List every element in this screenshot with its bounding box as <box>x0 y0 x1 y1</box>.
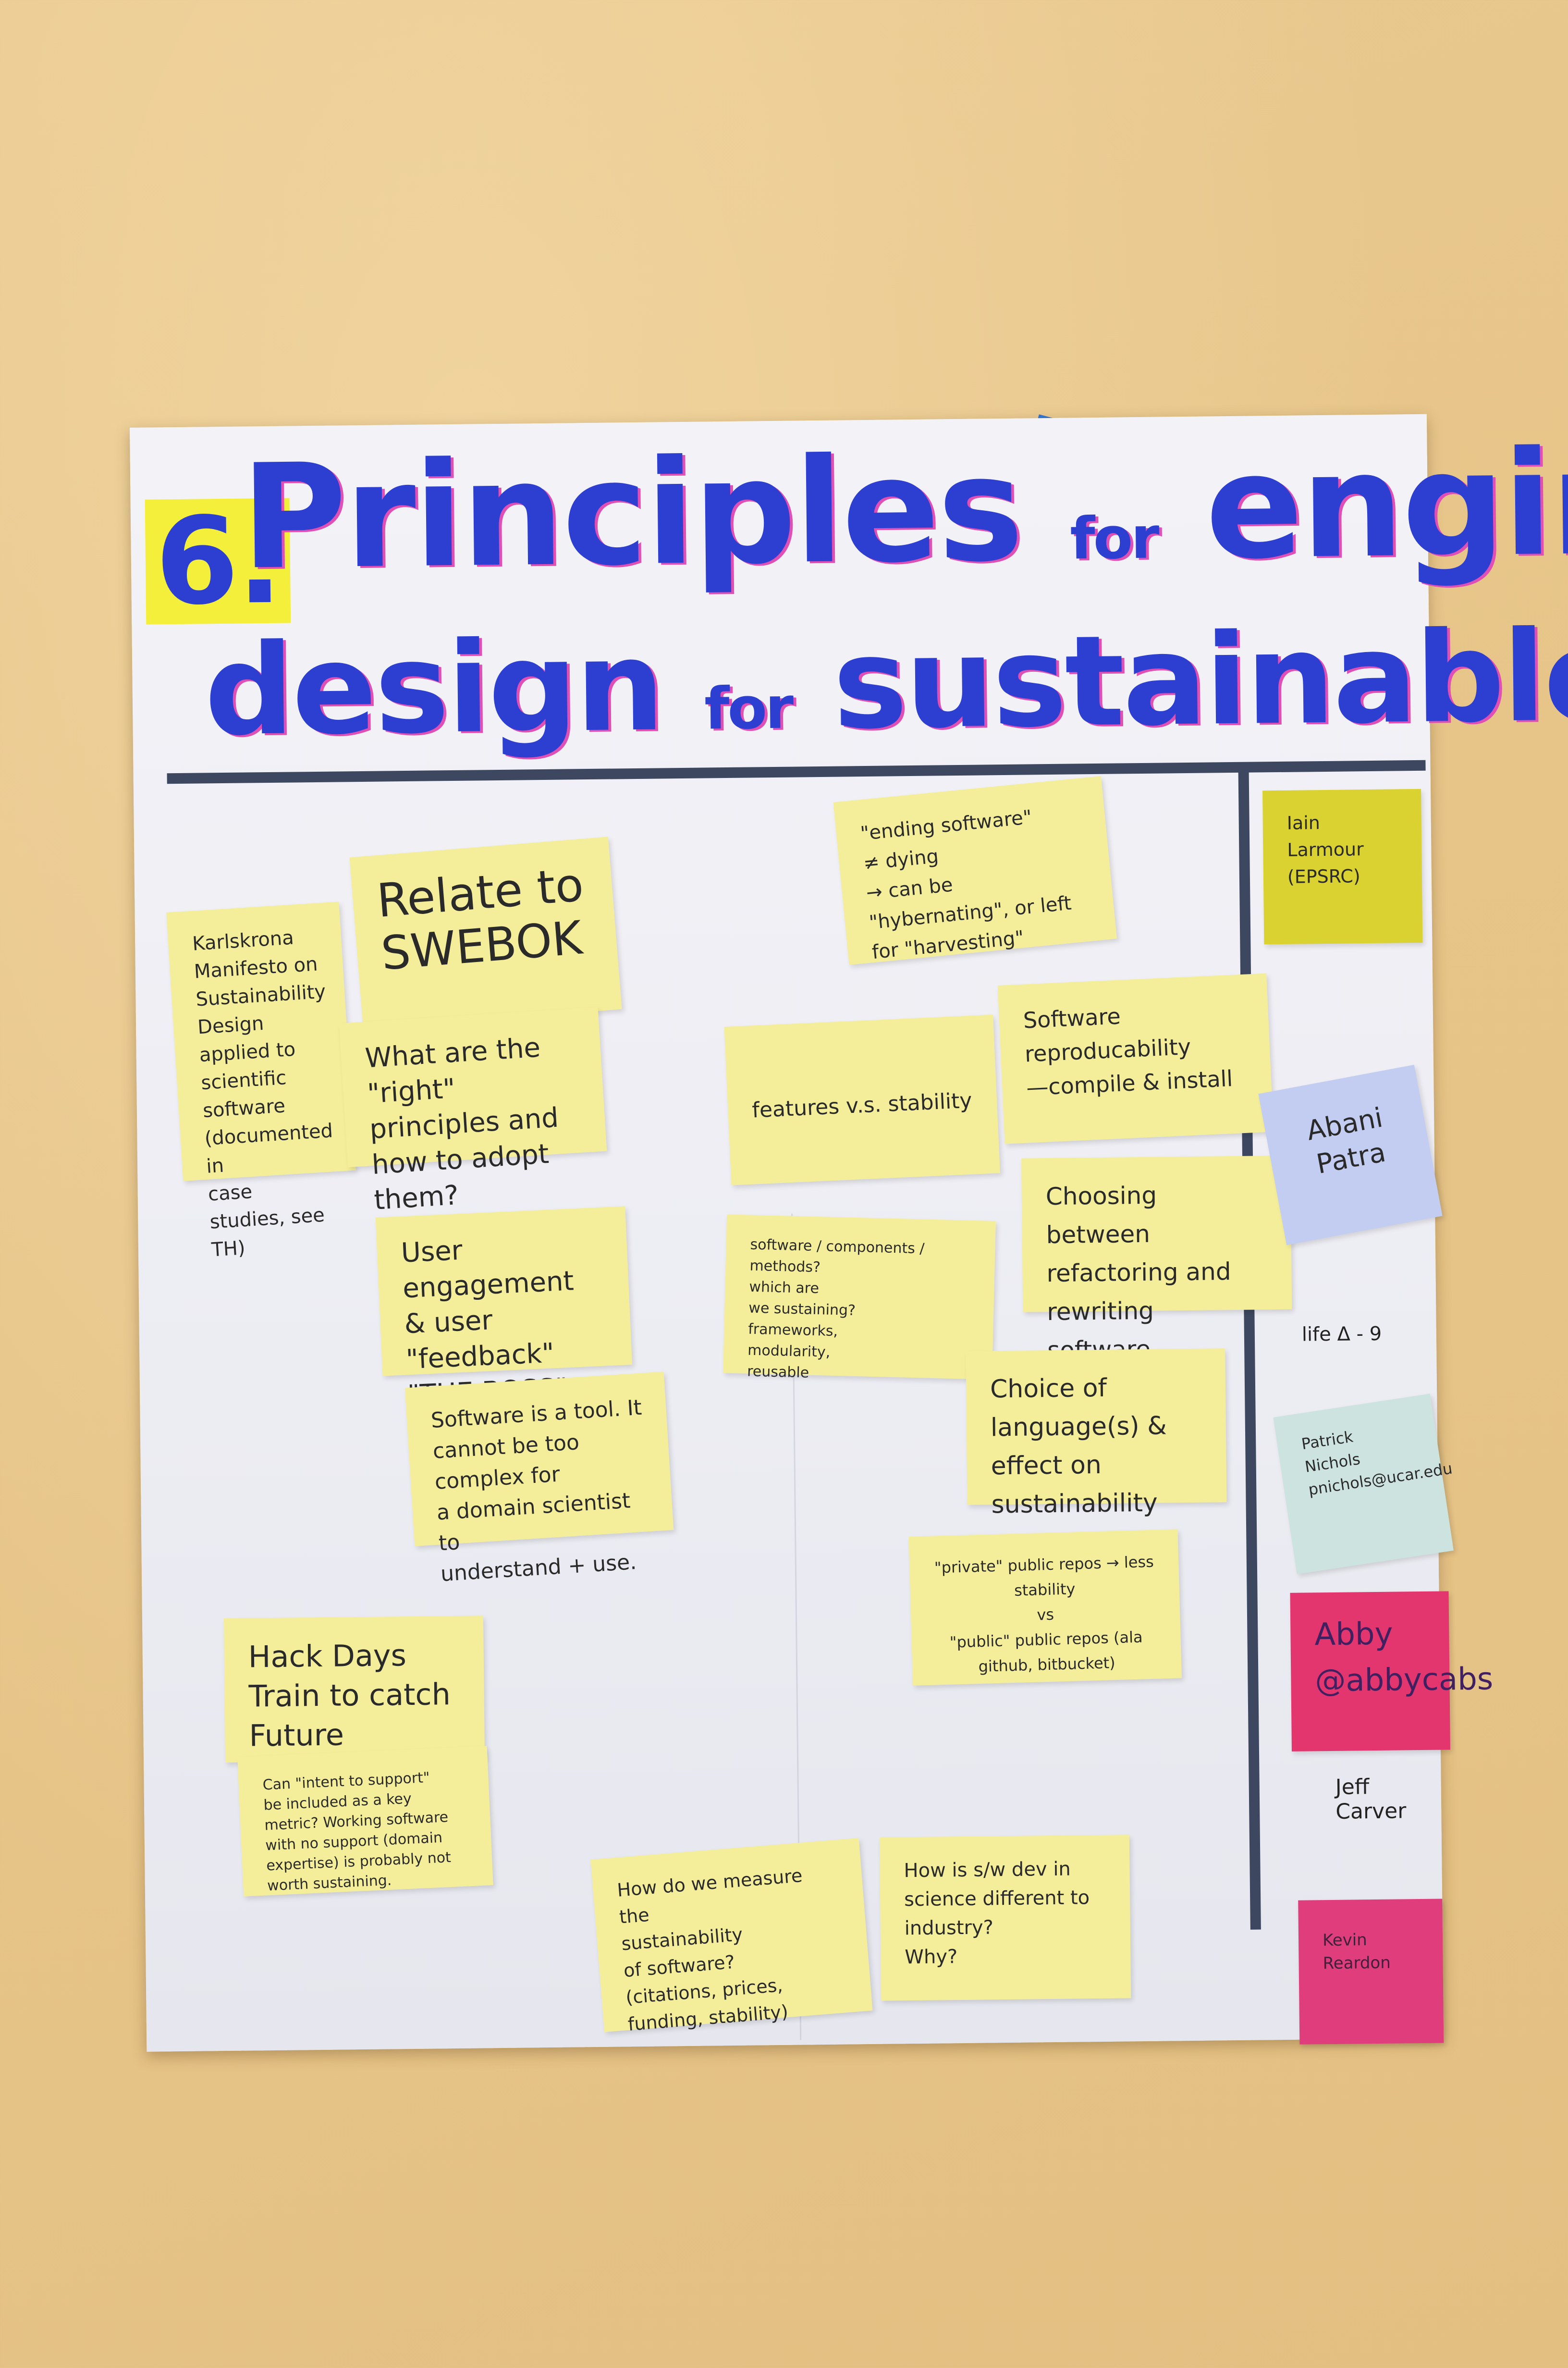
note-sw-dev-science[interactable]: How is s/w dev in science different to i… <box>879 1835 1131 2001</box>
title-word-design: design <box>204 614 663 764</box>
note-ending-software[interactable]: "ending software" ≠ dying → can be "hybe… <box>833 776 1117 965</box>
note-right-principles[interactable]: What are the "right" principles and how … <box>339 1007 607 1216</box>
note-karlskrona[interactable]: Karlskrona Manifesto on Sustainability D… <box>166 901 356 1261</box>
title-word-sustainable-software: sustainable software <box>832 597 1568 757</box>
title-word-for-2: for <box>704 675 792 743</box>
name-note-patrick[interactable]: Patrick Nichols pnichols@ucar.edu <box>1273 1394 1454 1575</box>
note-hack-days[interactable]: Hack Days Train to catch Future Develope… <box>223 1616 485 1793</box>
name-life: life Δ - 9 <box>1301 1322 1382 1346</box>
name-note-iain[interactable]: Iain Larmour (EPSRC) <box>1262 789 1423 945</box>
title-word-principles: Principles <box>240 425 1023 602</box>
name-note-abby[interactable]: Abby @abbycabs <box>1290 1591 1494 1751</box>
note-reproducibility[interactable]: Software reproducability —compile & inst… <box>997 973 1274 1144</box>
name-note-kevin[interactable]: Kevin Reardon <box>1298 1899 1444 2045</box>
name-note-abani[interactable]: Abani Patra <box>1258 1064 1443 1246</box>
note-swebok[interactable]: Relate to SWEBOK <box>349 837 622 1030</box>
note-sustaining[interactable]: software / components / methods? which a… <box>723 1214 996 1381</box>
poster-sheet: 6. Principles for engineering design for… <box>130 414 1568 2052</box>
vertical-divider <box>1238 766 1261 1930</box>
note-intent-support[interactable]: Can "intent to support" be included as a… <box>237 1746 493 1897</box>
note-refactoring[interactable]: Choosing between refactoring and rewriti… <box>1021 1155 1292 1364</box>
note-software-tool[interactable]: Software is a tool. It cannot be too com… <box>404 1371 674 1587</box>
note-measure[interactable]: How do we measure the sustainability of … <box>590 1838 873 2035</box>
note-user-engagement[interactable]: User engagement & user "feedback" "THE B… <box>375 1206 633 1411</box>
note-features-stability[interactable]: features v.s. stability <box>724 1014 1000 1185</box>
poster-title-line2: design for sustainable software <box>204 597 1568 787</box>
name-jeff: Jeff Carver <box>1335 1775 1407 1824</box>
title-word-for-1: for <box>1069 505 1158 573</box>
note-repos[interactable]: "private" public repos → less stability … <box>908 1529 1182 1686</box>
note-language[interactable]: Choice of language(s) & effect on sustai… <box>966 1348 1227 1519</box>
title-word-engineering: engineering <box>1204 413 1568 592</box>
poster-title-line1: Principles for engineering <box>240 413 1568 630</box>
